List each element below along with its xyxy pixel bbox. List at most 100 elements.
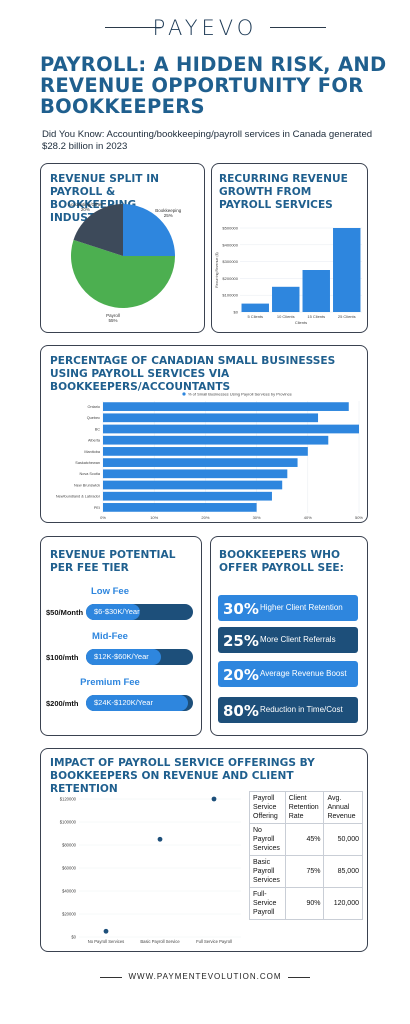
canada-bar: [103, 503, 257, 512]
brand-divider-left: [105, 27, 161, 28]
canada-ytick: New Brunswick: [74, 483, 100, 487]
canada-bar: [103, 491, 272, 501]
impact-ytick: $60000: [62, 866, 77, 871]
canada-xtick: 50%: [355, 515, 363, 520]
stat-value: 25%: [223, 632, 259, 650]
fee-tier-amount: $200/mth: [46, 699, 79, 708]
stat-value: 30%: [223, 600, 259, 618]
impact-ytick: $100000: [60, 820, 77, 825]
canada-payroll-bar-chart: % of Small Businesses Using Payroll Serv…: [56, 392, 364, 521]
stat-tile: 80% Reduction in Time/Cost: [218, 697, 358, 723]
table-cell: 50,000: [323, 823, 363, 856]
impact-ytick: $120000: [60, 797, 77, 802]
canada-payroll-title: PERCENTAGE OF CANADIAN SMALL BUSINESSES …: [50, 355, 336, 393]
canada-bar: [103, 435, 329, 445]
pie-label-1: Payroll 55%: [106, 313, 120, 323]
fee-tier-title: REVENUE POTENTIAL PER FEE TIER: [50, 549, 176, 574]
impact-title: IMPACT OF PAYROLL SERVICE OFFERINGS BY B…: [50, 757, 315, 795]
fee-tier-bar: $24K-$120K/Year: [86, 695, 193, 711]
canada-xtick: 10%: [150, 515, 158, 520]
footer-url[interactable]: WWW.PAYMENTEVOLUTION.COM: [128, 972, 282, 981]
impact-ytick: $20000: [62, 912, 77, 917]
recurring-xtick: 5 Clients: [247, 314, 263, 319]
recurring-ytick: $100000: [222, 293, 238, 298]
table-row: Full-Service Payroll 90% 120,000: [249, 887, 363, 920]
intro-text: Did You Know: Accounting/bookkeeping/pay…: [42, 129, 373, 152]
recurring-revenue-title: RECURRING REVENUE GROWTH FROM PAYROLL SE…: [219, 173, 348, 211]
fee-tier-amount: $50/Month: [46, 608, 84, 617]
brand-divider-right: [270, 27, 326, 28]
pie-slice-1: [71, 239, 175, 308]
impact-xtick: Basic Payroll Service: [140, 939, 180, 944]
canada-ytick: Newfoundland & Labrador: [56, 495, 101, 499]
canada-legend-label: % of Small Businesses Using Payroll Serv…: [188, 392, 293, 397]
canada-xtick: 40%: [304, 515, 312, 520]
impact-point: [211, 796, 217, 802]
impact-ytick: $0: [71, 935, 76, 940]
fee-tier-amount: $100/mth: [46, 653, 79, 662]
brand-logo: PAYEVO: [152, 16, 258, 40]
canada-ytick: PEI: [94, 506, 100, 510]
impact-table: Payroll Service Offering Client Retention…: [249, 791, 363, 920]
canada-ytick: Manitoba: [84, 450, 101, 454]
brand-header: PAYEVO: [0, 16, 410, 40]
fee-tier-bar-fill: [86, 649, 161, 665]
recurring-ytick: $300000: [222, 259, 238, 264]
fee-tier-bar-fill: [86, 695, 188, 711]
fee-tier-name: Low Fee: [90, 586, 129, 597]
canada-xtick: 20%: [201, 515, 209, 520]
impact-table-header-row: Payroll Service Offering Client Retention…: [249, 791, 363, 824]
canada-ytick: BC: [95, 427, 101, 431]
impact-scatter-chart: $0 $20000 $40000 $60000 $80000 $100000 $120000…: [60, 796, 241, 944]
fee-tier-name: Premium Fee: [80, 677, 140, 688]
fee-tier-name: Mid-Fee: [92, 631, 128, 642]
impact-ytick: $40000: [62, 889, 77, 894]
stat-text: Reduction in Time/Cost: [260, 705, 343, 714]
recurring-bar: [241, 303, 269, 312]
table-cell: 90%: [284, 887, 325, 920]
pie-slice-2: [73, 204, 123, 256]
canada-xtick: 0%: [100, 515, 106, 520]
revenue-split-card: REVENUE SPLIT IN PAYROLL & BOOKKEEPING I…: [40, 163, 205, 333]
impact-point: [157, 836, 163, 842]
canada-bar: [103, 424, 359, 434]
recurring-ytick: $500000: [222, 226, 238, 231]
canada-ytick: Quebec: [87, 416, 100, 420]
recurring-ylabel: Recurring Revenue ($): [215, 252, 219, 287]
impact-table-header: Payroll Service Offering: [249, 791, 286, 824]
recurring-ytick: $200000: [222, 276, 238, 281]
table-cell: No Payroll Services: [249, 823, 286, 856]
recurring-bar: [302, 270, 330, 312]
canada-bar: [103, 447, 308, 456]
stat-text: Average Revenue Boost: [260, 669, 347, 678]
stat-value: 20%: [223, 666, 259, 684]
canada-bar: [103, 402, 349, 411]
footer-divider-left: [100, 977, 122, 978]
fee-tier-bar: $12K-$60K/Year: [86, 649, 193, 665]
table-cell: Basic Payroll Services: [249, 855, 286, 888]
canada-ytick: Nova Scotia: [80, 472, 101, 476]
fee-tier-range: $6-$30K/Year: [94, 607, 140, 616]
recurring-revenue-bar-chart: $0 $100000 $200000 $300000 $400000 $500000 5 C…: [215, 226, 362, 325]
impact-ytick: $80000: [62, 843, 77, 848]
recurring-xtick: 10 Clients: [277, 314, 295, 319]
page-title: PAYROLL: A HIDDEN RISK, AND REVENUE OPPO…: [40, 53, 387, 118]
recurring-xlabel: Clients: [295, 320, 307, 325]
recurring-xtick: 15 Clients: [307, 314, 325, 319]
stat-text: More Client Referrals: [260, 635, 336, 644]
recurring-xtick: 25 Clients: [338, 314, 356, 319]
recurring-ytick: $400000: [222, 242, 238, 247]
fee-tier-bar: $6-$30K/Year: [86, 604, 193, 620]
footer-divider-right: [288, 977, 310, 978]
recurring-ytick: $0: [234, 310, 239, 315]
pie-label-0: Bookkeeping 25%: [155, 208, 182, 218]
table-cell: 75%: [284, 855, 325, 888]
canada-ytick: Saskatchewan: [75, 461, 100, 465]
table-row: No Payroll Services 45% 50,000: [249, 823, 363, 856]
canada-xtick: 30%: [253, 515, 261, 520]
stat-tile: 30% Higher Client Retention: [218, 595, 358, 621]
canada-ytick: Ontario: [88, 405, 100, 409]
canada-legend-swatch: [182, 392, 186, 396]
canada-payroll-card: PERCENTAGE OF CANADIAN SMALL BUSINESSES …: [40, 345, 368, 523]
stat-tile: 20% Average Revenue Boost: [218, 661, 358, 687]
